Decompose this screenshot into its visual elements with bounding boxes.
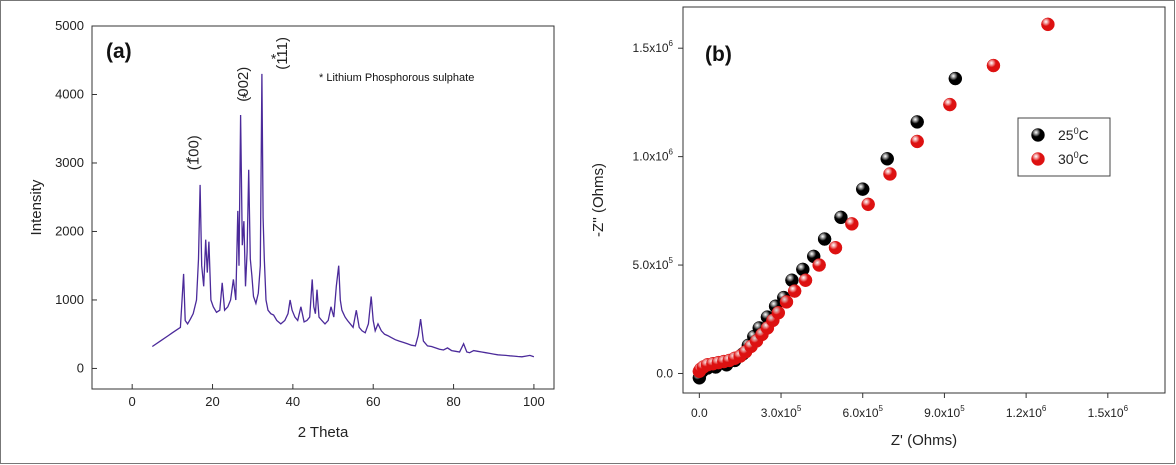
x-tick-label-a: 80: [446, 394, 460, 409]
legend-marker: [1031, 128, 1045, 142]
x-tick-label-a: 40: [286, 394, 300, 409]
x-tick-label-a: 0: [129, 394, 136, 409]
data-point-series-30: [798, 273, 813, 287]
data-point-series-25: [855, 182, 870, 196]
xrd-series-line: [151, 73, 535, 358]
legend-label: 250C: [1058, 126, 1089, 143]
plot-frame-a: [91, 25, 555, 390]
data-point-series-25: [817, 232, 832, 246]
y-tick-label-a: 2000: [55, 223, 84, 238]
legend-note-a: * Lithium Phosphorous sulphate: [319, 72, 474, 84]
data-point-series-30: [986, 58, 1001, 73]
data-point-series-30: [771, 306, 786, 320]
data-point-series-25: [880, 152, 894, 166]
x-axis-label-b: Z' (Ohms): [891, 432, 957, 449]
peak-star: *: [271, 51, 277, 67]
peak-label: (111): [274, 37, 291, 70]
peak-star: *: [242, 90, 248, 106]
x-tick-label-b: 0.0: [691, 406, 708, 420]
plot-frame-b: [682, 6, 1166, 394]
data-point-series-30: [910, 134, 924, 149]
y-tick-label-b: 5.0x105: [633, 256, 674, 272]
x-tick-label-b: 1.5x106: [1088, 404, 1129, 420]
chart-b: 0.0 3.0x105 6.0x105 9.0x105 1.2x106 1.5x106 0.…: [590, 6, 1166, 449]
y-tick-label-a: 5000: [55, 18, 84, 33]
x-tick-label-b: 6.0x105: [842, 404, 883, 420]
x-tick-label-a: 60: [366, 394, 380, 409]
x-tick-label-b: 3.0x105: [761, 404, 802, 420]
y-axis-label-a: Intensity: [28, 179, 45, 235]
data-point-series-30: [861, 197, 875, 212]
data-point-series-30: [1041, 17, 1055, 32]
data-point-series-30: [787, 284, 802, 298]
y-tick-label-b: 0.0: [656, 366, 673, 380]
y-tick-label-a: 0: [77, 360, 84, 375]
data-point-series-25: [910, 115, 924, 129]
data-point-series-30: [883, 167, 897, 181]
y-tick-label-b: 1.5x106: [633, 39, 674, 55]
legend-label: 300C: [1058, 150, 1089, 167]
panel-label-a: (a): [106, 40, 132, 63]
data-point-series-25: [948, 71, 963, 86]
data-point-series-25: [834, 210, 848, 225]
y-tick-label-a: 1000: [55, 292, 84, 307]
data-point-series-30: [812, 258, 826, 272]
legend-marker: [1031, 152, 1045, 166]
data-point-series-30: [845, 217, 859, 231]
legend-box: [1017, 117, 1111, 177]
y-tick-label-a: 4000: [55, 86, 84, 101]
peak-label: (002): [235, 67, 252, 102]
data-point-series-30: [828, 240, 843, 255]
y-tick-label-b: 1.0x106: [633, 148, 674, 164]
x-tick-label-b: 9.0x105: [924, 404, 965, 420]
x-tick-label-a: 100: [523, 394, 545, 409]
x-axis-label-a: 2 Theta: [298, 424, 349, 441]
peak-label: (100): [185, 135, 202, 170]
data-point-series-30: [779, 295, 794, 309]
panel-label-b: (b): [705, 43, 732, 66]
x-tick-label-b: 1.2x106: [1006, 404, 1047, 420]
x-tick-label-a: 20: [205, 394, 219, 409]
data-point-series-30: [943, 97, 957, 112]
y-axis-label-b: -Z'' (Ohms): [590, 163, 607, 237]
peak-star: *: [186, 153, 192, 169]
y-tick-label-a: 3000: [55, 155, 84, 170]
